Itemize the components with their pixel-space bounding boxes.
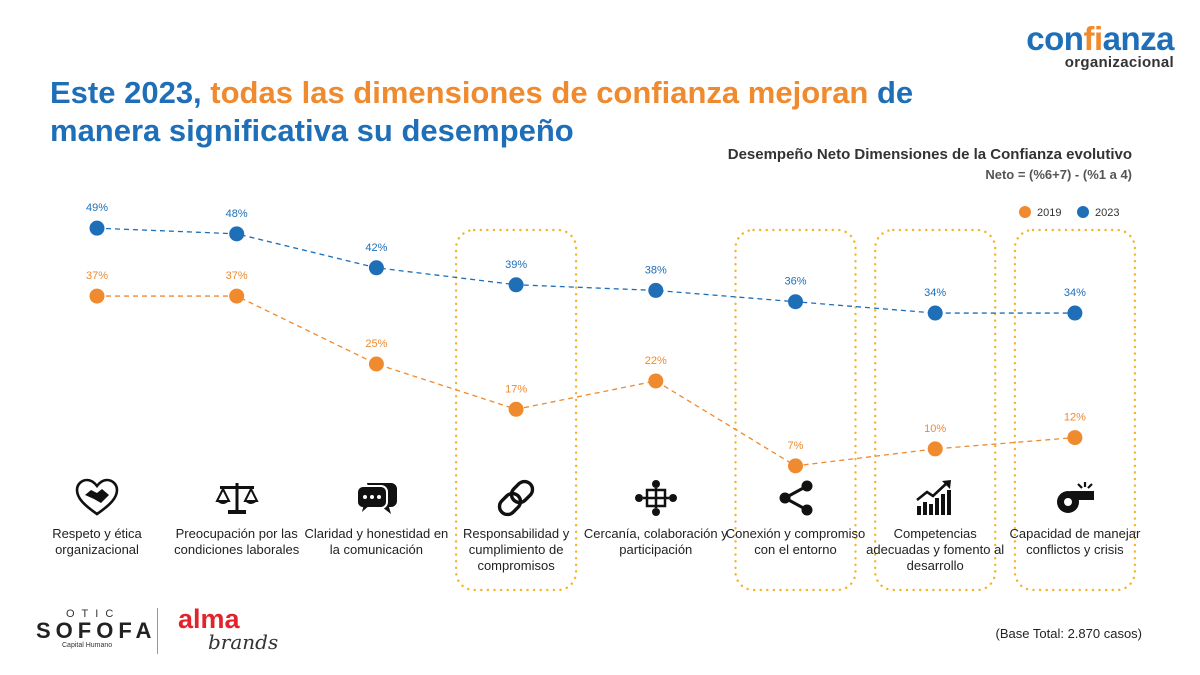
brand-word-end: anza — [1102, 20, 1175, 57]
alma-text: alma — [178, 604, 240, 634]
data-label-2019-5: 22% — [645, 355, 667, 367]
point-2019-6 — [788, 458, 803, 474]
category-label-4: Responsabilidad y cumplimiento de compro… — [462, 526, 570, 573]
point-2023-4 — [508, 277, 524, 293]
highlight-box-8 — [1013, 228, 1137, 592]
point-2023-7 — [927, 305, 943, 321]
logo-divider — [157, 608, 158, 654]
growth-chart-icon — [916, 480, 952, 515]
brand-word: confianza — [1026, 22, 1174, 56]
data-label-2019-2: 37% — [226, 270, 248, 282]
point-2023-6 — [788, 294, 803, 310]
data-label-2023-3: 42% — [365, 242, 387, 254]
point-2023-5 — [648, 282, 664, 298]
point-2019-5 — [648, 373, 664, 389]
headline: Este 2023, todas las dimensiones de conf… — [50, 74, 950, 150]
data-label-2019-7: 10% — [924, 423, 946, 435]
share-icon — [779, 480, 812, 516]
point-2019-8 — [1067, 430, 1083, 446]
point-2023-1 — [89, 220, 105, 236]
legend-label-2019: 2019 — [1037, 207, 1061, 219]
data-label-2019-8: 12% — [1064, 412, 1086, 424]
point-2023-3 — [368, 260, 384, 276]
scales-icon — [215, 483, 259, 514]
chat-bubbles-icon — [356, 483, 398, 518]
data-label-2023-5: 38% — [645, 264, 667, 276]
point-2019-4 — [508, 401, 524, 417]
point-2019-7 — [927, 441, 943, 457]
data-label-2023-6: 36% — [784, 276, 806, 288]
chart-title: Desempeño Neto Dimensiones de la Confian… — [727, 146, 1132, 163]
category-5: Cercanía, colaboración y participación — [581, 478, 731, 558]
data-label-2019-6: 7% — [788, 440, 804, 452]
data-label-2023-8: 34% — [1064, 287, 1086, 299]
category-label-5: Cercanía, colaboración y participación — [583, 526, 728, 557]
otic-sofofa-logo: OTIC SOFOFA Capital Humano — [36, 608, 156, 649]
otic-sub-text: Capital Humano — [62, 642, 113, 649]
data-label-2023-7: 34% — [924, 287, 946, 299]
point-2019-3 — [368, 356, 384, 372]
otic-main-text: SOFOFA — [36, 618, 157, 643]
series-line-2023 — [96, 227, 1075, 314]
legend-label-2023: 2023 — [1095, 207, 1119, 219]
headline-part1: Este 2023, — [50, 75, 211, 110]
data-label-2019-1: 37% — [86, 270, 108, 282]
category-6: Conexión y compromiso con el entorno — [721, 478, 871, 558]
brand-word-start: con — [1026, 20, 1084, 57]
category-label-3: Claridad y honestidad en la comunicación — [304, 526, 449, 557]
data-label-2019-4: 17% — [505, 383, 527, 395]
category-8: Capacidad de manejar conflictos y crisis — [1000, 478, 1150, 558]
legend-swatch-2023 — [1077, 206, 1089, 218]
chart-subtitle: Neto = (%6+7) - (%1 a 4) — [985, 167, 1132, 182]
data-label-2019-3: 25% — [365, 338, 387, 350]
category-label-1: Respeto y ética organizacional — [52, 526, 142, 557]
highlight-box-6 — [734, 228, 857, 592]
point-2019-2 — [229, 288, 245, 304]
base-note: (Base Total: 2.870 casos) — [995, 626, 1142, 641]
highlight-box-7 — [874, 228, 997, 592]
data-label-2023-1: 49% — [86, 202, 108, 214]
category-3: Claridad y honestidad en la comunicación — [301, 478, 451, 558]
category-label-7: Competencias adecuadas y fomento al desa… — [866, 526, 1005, 573]
category-label-8: Capacidad de manejar conflictos y crisis — [1009, 526, 1141, 557]
category-1: Respeto y ética organizacional — [22, 478, 172, 558]
handshake-heart-icon — [75, 478, 119, 516]
point-2023-2 — [229, 226, 245, 242]
category-label-2: Preocupación por las condiciones laboral… — [174, 526, 300, 557]
brand-subtitle: organizacional — [1064, 54, 1174, 71]
brand-logo: confianza organizacional — [1026, 22, 1174, 72]
people-network-icon — [634, 480, 677, 516]
data-label-2023-4: 39% — [505, 259, 527, 271]
point-2019-1 — [89, 288, 105, 304]
alma-brands-logo: alma brands — [178, 604, 279, 654]
category-7: Competencias adecuadas y fomento al desa… — [860, 478, 1010, 574]
link-icon — [497, 479, 535, 517]
brand-word-highlight: fi — [1083, 20, 1103, 57]
point-2023-8 — [1067, 305, 1083, 321]
brands-text: brands — [208, 630, 279, 654]
otic-top-text: OTIC — [66, 608, 121, 620]
headline-part3: de manera significativa su desempeño — [50, 75, 914, 148]
category-4: Responsabilidad y cumplimiento de compro… — [441, 478, 591, 574]
data-label-2023-2: 48% — [226, 208, 248, 220]
category-label-6: Conexión y compromiso con el entorno — [725, 526, 866, 557]
headline-highlight: todas las dimensiones de confianza mejor… — [210, 75, 869, 110]
category-2: Preocupación por las condiciones laboral… — [162, 478, 312, 558]
legend-swatch-2019 — [1019, 206, 1031, 218]
highlight-box-4 — [454, 228, 578, 592]
series-line-2019 — [97, 295, 1075, 467]
whistle-icon — [1056, 482, 1094, 513]
